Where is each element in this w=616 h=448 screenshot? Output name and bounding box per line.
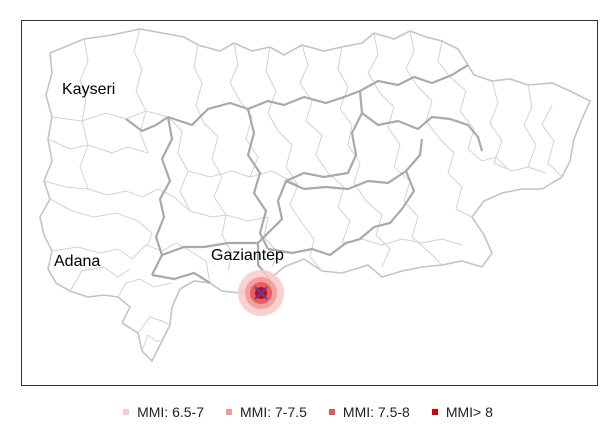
district-boundaries: [43, 28, 563, 352]
legend-swatch: [226, 409, 232, 415]
legend-item: MMI> 8: [431, 404, 493, 420]
city-label-adana: Adana: [54, 253, 100, 270]
legend-label: MMI> 8: [445, 404, 493, 420]
city-label-kayseri: Kayseri: [62, 81, 115, 98]
epicenter-x-icon: [254, 286, 268, 300]
legend-label: MMI: 7.5-8: [342, 404, 410, 420]
legend-item: MMI: 7.5-8: [328, 404, 410, 420]
province-boundaries: [125, 64, 484, 284]
legend-swatch: [328, 409, 335, 415]
legend-item: MMI: 7-7.5: [226, 404, 307, 420]
legend-label: MMI: 6.5-7: [137, 404, 204, 420]
legend-item: MMI: 6.5-7: [123, 404, 204, 420]
map-frame: Kayseri Adana Gaziantep: [21, 20, 598, 386]
shakemap: Kayseri Adana Gaziantep: [39, 28, 592, 363]
legend-label: MMI: 7-7.5: [240, 404, 307, 420]
legend-swatch: [123, 409, 130, 415]
city-label-gaziantep: Gaziantep: [211, 247, 284, 264]
region-outline: [39, 28, 592, 363]
legend-swatch: [431, 409, 438, 415]
legend: MMI: 6.5-7 MMI: 7-7.5 MMI: 7.5-8 MMI> 8: [0, 400, 616, 424]
